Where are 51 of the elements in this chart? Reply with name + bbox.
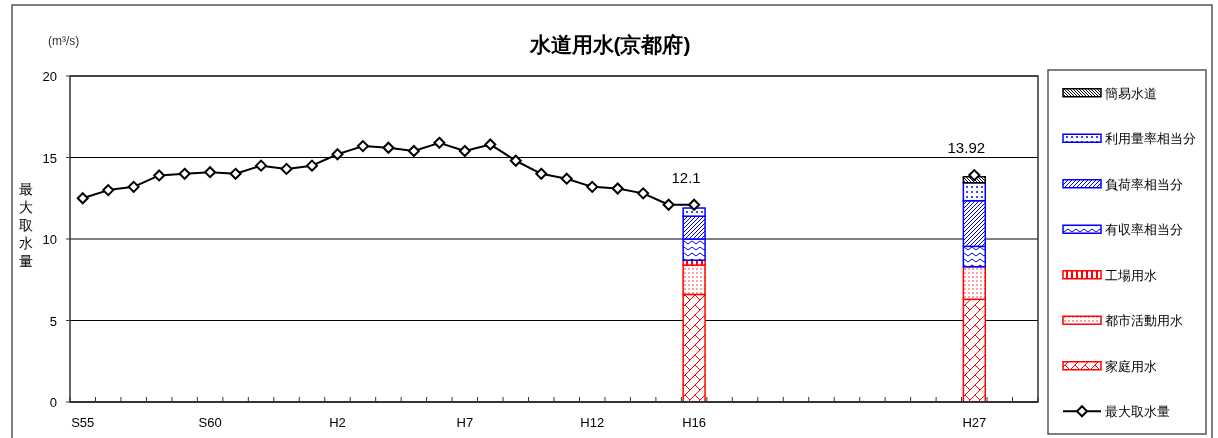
point bbox=[560, 172, 573, 185]
point bbox=[356, 140, 369, 153]
x-tick-label: S60 bbox=[198, 415, 222, 430]
legend-label: 簡易水道 bbox=[1105, 85, 1157, 101]
point bbox=[382, 141, 395, 154]
point bbox=[433, 136, 446, 149]
point bbox=[968, 169, 981, 182]
point bbox=[153, 169, 166, 182]
point bbox=[229, 167, 242, 180]
point bbox=[662, 198, 675, 211]
point bbox=[484, 138, 497, 151]
x-tick-label: H2 bbox=[329, 415, 346, 430]
point bbox=[637, 187, 650, 200]
y-tick-label: 5 bbox=[49, 313, 57, 329]
point bbox=[280, 162, 293, 175]
point bbox=[535, 167, 548, 180]
legend-label: 最大取水量 bbox=[1105, 404, 1170, 420]
x-tick-label: H16 bbox=[682, 415, 707, 430]
x-tick-label: H27 bbox=[962, 415, 987, 430]
legend-label: 利用量率相当分 bbox=[1105, 131, 1196, 147]
x-tick-label: H7 bbox=[456, 415, 474, 430]
point bbox=[509, 154, 522, 167]
chart-title: 水道用水(京都府) bbox=[528, 33, 691, 56]
x-tick-label: S55 bbox=[71, 415, 95, 430]
x-tick-label: H12 bbox=[580, 415, 605, 430]
point bbox=[611, 182, 624, 195]
point bbox=[586, 180, 599, 193]
point bbox=[306, 159, 318, 172]
legend-label: 都市活動用水 bbox=[1105, 313, 1183, 329]
y-tick-label: 10 bbox=[42, 232, 57, 247]
y-axis-title: 最大取水量 bbox=[19, 181, 33, 269]
y-tick-label: 0 bbox=[49, 395, 57, 410]
legend-label: 有収率相当分 bbox=[1105, 222, 1183, 238]
data-label: 12.1 bbox=[671, 168, 701, 186]
point bbox=[331, 148, 344, 161]
point bbox=[127, 180, 140, 193]
point bbox=[688, 198, 701, 211]
y-tick-label: 20 bbox=[42, 69, 57, 84]
point bbox=[255, 159, 268, 172]
legend-label: 負荷率相当分 bbox=[1105, 176, 1183, 192]
data-label: 13.92 bbox=[947, 139, 986, 157]
point bbox=[204, 166, 217, 179]
text: (m³/s) bbox=[48, 34, 80, 48]
point bbox=[407, 144, 420, 157]
y-tick-label: 15 bbox=[42, 150, 57, 166]
point bbox=[76, 192, 89, 205]
point bbox=[102, 184, 115, 197]
legend-label: 工場用水 bbox=[1105, 267, 1157, 283]
legend-label: 家庭用水 bbox=[1105, 358, 1157, 374]
point bbox=[178, 167, 191, 180]
point bbox=[458, 144, 471, 157]
